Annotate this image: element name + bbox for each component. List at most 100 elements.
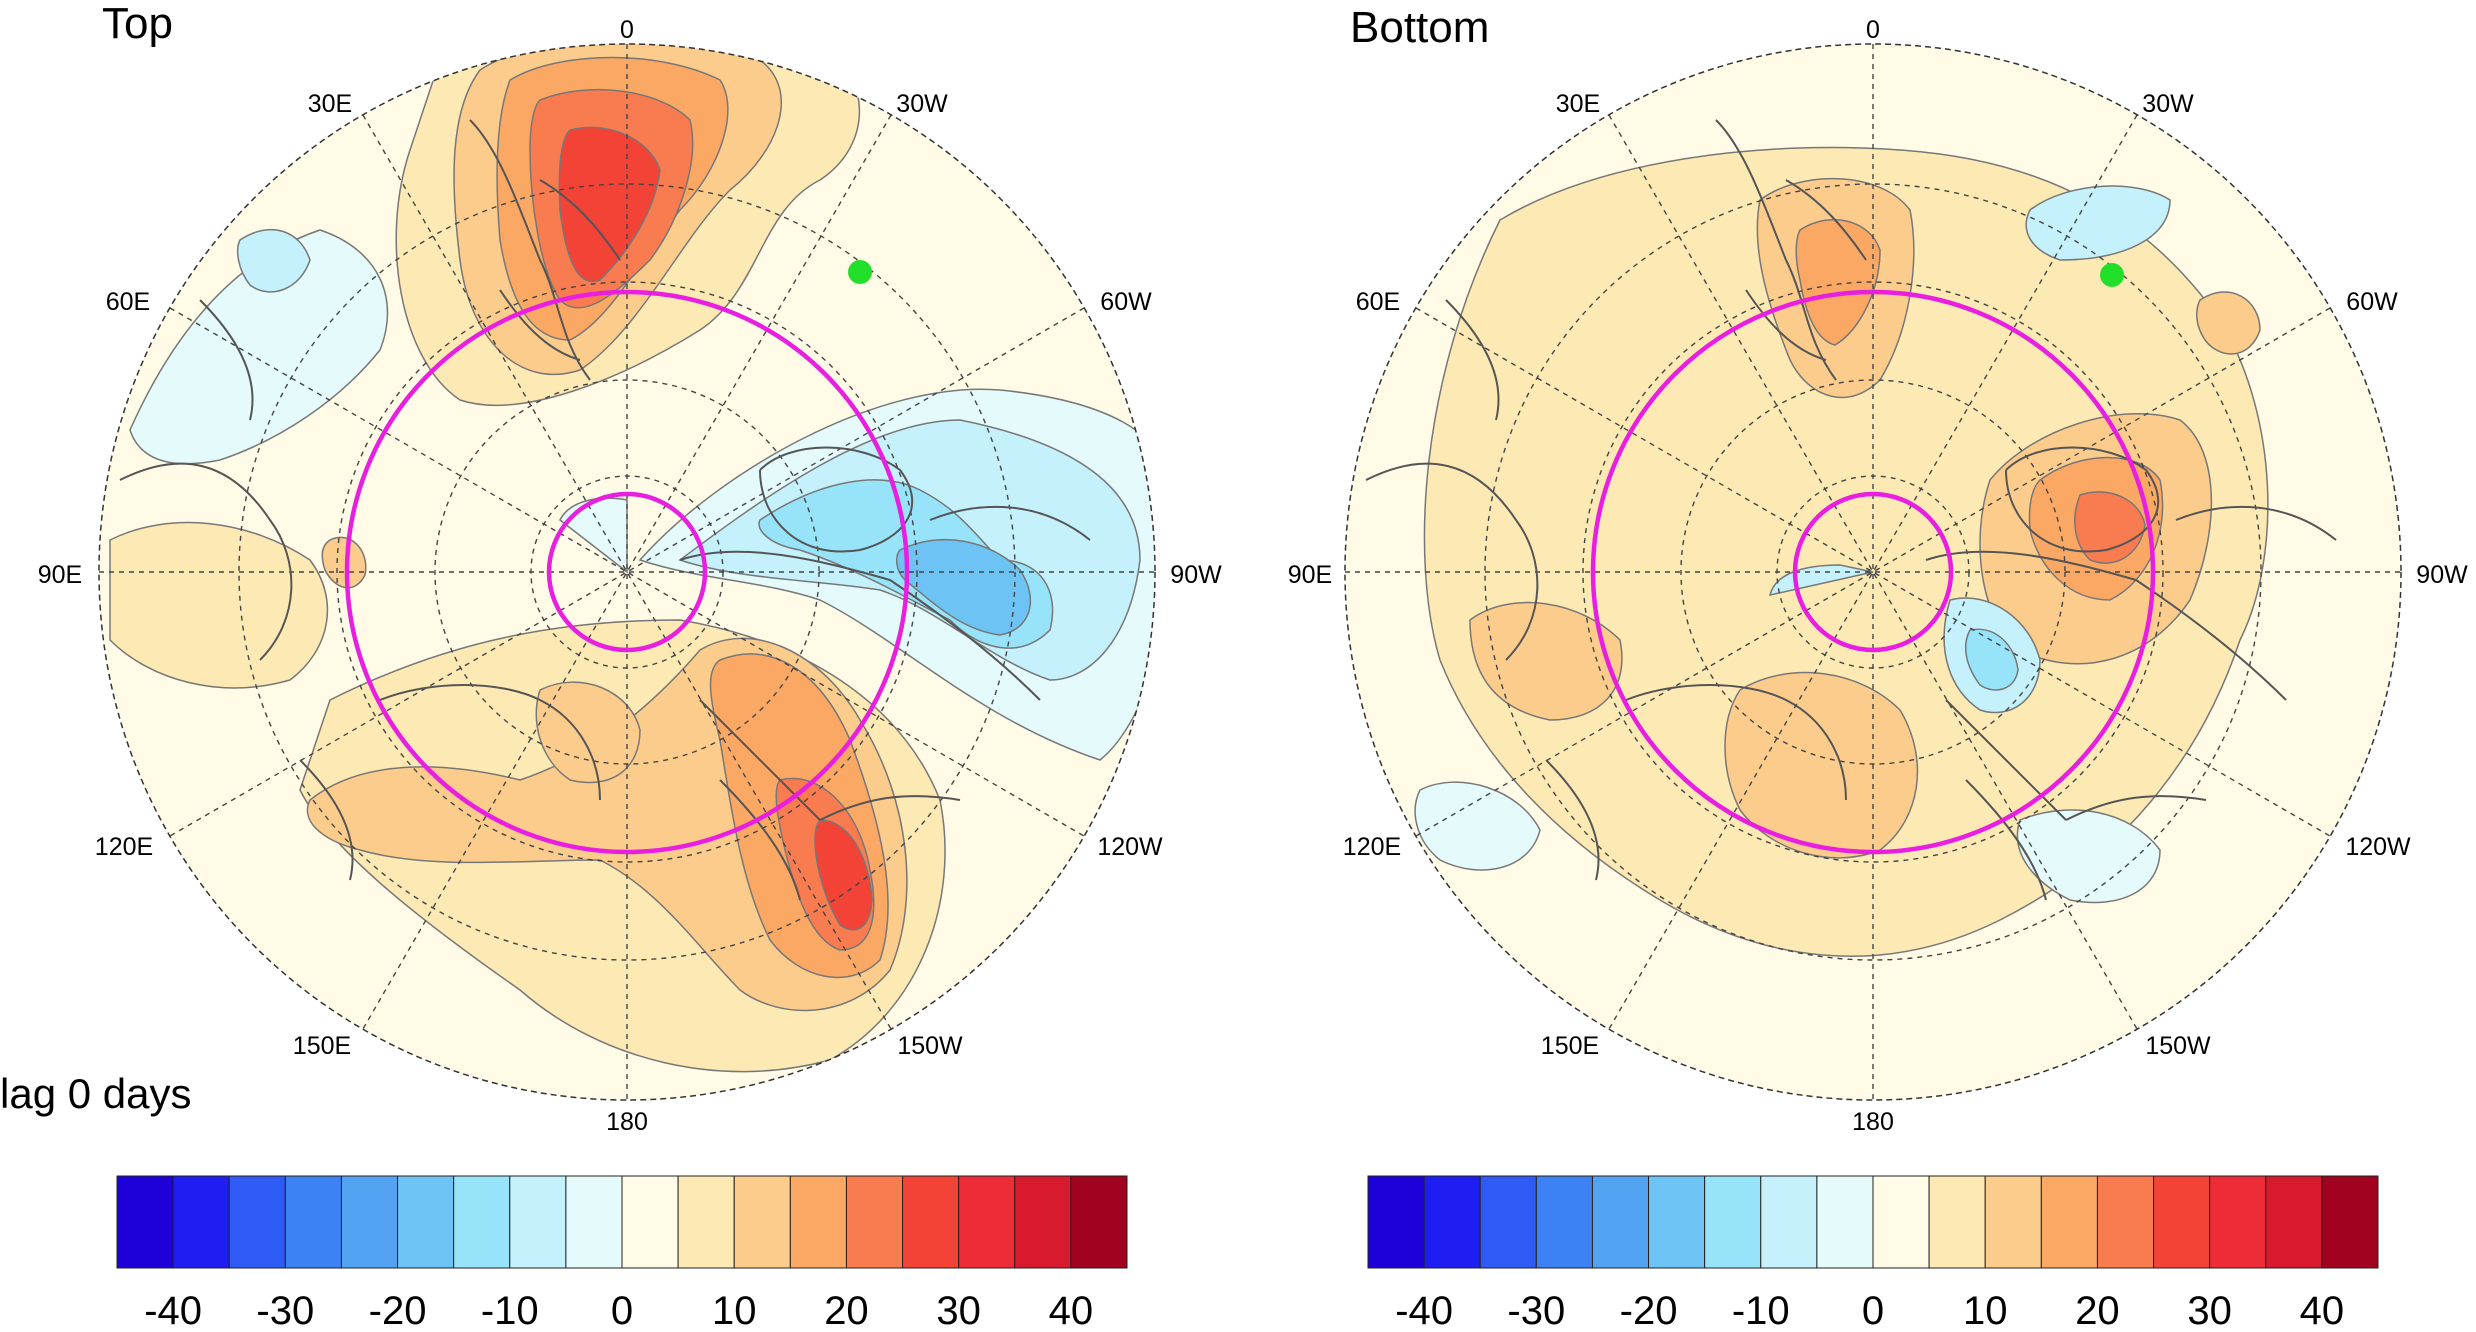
contour-pole-neg <box>559 497 628 574</box>
lon-label-30e: 30E <box>1556 90 1600 118</box>
colorbar-swatch <box>1704 1175 1762 1269</box>
contour-labrador-neg10 <box>1964 628 2019 691</box>
contour-asia-neg <box>1414 781 1541 871</box>
colorbar-swatch <box>1816 1175 1874 1269</box>
lon-label-90w: 90W <box>2416 561 2468 589</box>
lon-label-180: 180 <box>606 1108 648 1136</box>
colorbar-tick-label: 0 <box>611 1289 633 1332</box>
colorbar-tick-label: 20 <box>2075 1289 2120 1332</box>
colorbar-right: -40 -30 -20 -10 0 10 20 30 40 <box>1367 1175 2379 1332</box>
colorbar-tick-label: 0 <box>1862 1289 1884 1332</box>
contour-alaska-core <box>814 819 873 931</box>
colorbar-tick-label: -40 <box>144 1289 202 1332</box>
map-boundary <box>98 43 1156 1101</box>
lon-label-0: 0 <box>620 16 634 44</box>
lag-label: lag 0 days <box>0 1070 191 1117</box>
lon-label-150e: 150E <box>1541 1032 1599 1060</box>
colorbar-swatch <box>621 1175 679 1269</box>
colorbar-swatch <box>1070 1175 1128 1269</box>
map-area <box>1345 44 2401 1100</box>
contour-europe-core <box>558 126 661 283</box>
panel-bottom: Bottom <box>1288 3 2468 1136</box>
colorbar-swatch <box>1014 1175 1072 1269</box>
colorbar-swatch <box>1760 1175 1818 1269</box>
colorbar-tick-label: 30 <box>2187 1289 2232 1332</box>
graticule <box>1345 44 2401 1100</box>
colorbar-swatch <box>2040 1175 2098 1269</box>
colorbar-swatch <box>565 1175 623 1269</box>
coastline-greenland <box>2005 446 2160 553</box>
coastline-alaska <box>699 699 961 901</box>
lon-label-120e: 120E <box>95 833 153 861</box>
lon-label-120e: 120E <box>1343 833 1401 861</box>
colorbar-tick-label: -30 <box>1507 1289 1565 1332</box>
lon-label-30w: 30W <box>2142 90 2194 118</box>
colorbar-swatch <box>1423 1175 1481 1269</box>
coastline-greenland <box>759 446 914 553</box>
contour-canada-peak <box>2074 491 2146 564</box>
colorbar-swatch <box>2265 1175 2323 1269</box>
colorbar-tick-label: 20 <box>824 1289 869 1332</box>
coastlines <box>1365 119 2337 901</box>
lat-circle <box>336 281 918 863</box>
lon-label-180: 180 <box>1852 1108 1894 1136</box>
contour-pacific-10 <box>109 521 329 689</box>
magenta-outer-ring <box>344 289 910 855</box>
colorbar-swatch <box>284 1175 342 1269</box>
lat-circle <box>238 183 1016 961</box>
magenta-inner-ring <box>1792 491 1954 653</box>
lon-label-90e: 90E <box>1288 561 1332 589</box>
lon-label-30w: 30W <box>896 90 948 118</box>
coastline-siberia <box>1545 684 1847 881</box>
location-marker <box>2100 263 2124 287</box>
colorbar-tick-label: 40 <box>2300 1289 2345 1332</box>
colorbar-tick-label: -40 <box>1395 1289 1453 1332</box>
colorbar-swatch <box>2209 1175 2267 1269</box>
colorbar-swatch <box>1984 1175 2042 1269</box>
colorbar-swatch <box>2096 1175 2155 1269</box>
colorbar-swatch <box>677 1175 735 1269</box>
colorbar-swatch <box>733 1175 791 1269</box>
coastline-europe <box>1715 119 1867 381</box>
colorbar-swatch <box>453 1175 511 1269</box>
colorbar-swatch <box>1928 1175 1986 1269</box>
colorbar-left: -40 -30 -20 -10 0 10 20 30 40 <box>116 1175 1128 1332</box>
lon-label-150e: 150E <box>293 1032 351 1060</box>
colorbar-swatch <box>958 1175 1016 1269</box>
panel-title: Bottom <box>1350 3 1489 52</box>
location-marker <box>848 260 872 284</box>
colorbar-swatch <box>228 1175 286 1269</box>
longitude-labels: 0 30E 30W 60E 60W 90E 90W 120E 120W 150E… <box>1288 16 2468 1136</box>
lon-label-60w: 60W <box>2346 288 2398 316</box>
coastlines <box>119 119 1091 901</box>
colorbar-tick-label: -10 <box>1732 1289 1790 1332</box>
lat-circle <box>1582 281 2164 863</box>
lon-label-120w: 120W <box>1097 833 1163 861</box>
colorbar-tick-label: -30 <box>256 1289 314 1332</box>
lon-label-0: 0 <box>1866 16 1880 44</box>
colorbar-swatch <box>509 1175 567 1269</box>
colorbar-swatch <box>1591 1175 1650 1269</box>
colorbar-swatch <box>1367 1175 1425 1269</box>
colorbar-swatch <box>2321 1175 2379 1269</box>
lon-label-60e: 60E <box>1356 288 1400 316</box>
colorbar-tick-label: -10 <box>481 1289 539 1332</box>
contour-atlantic-15 <box>2195 291 2261 355</box>
colorbar-swatch <box>1479 1175 1537 1269</box>
panel-top: Top <box>38 0 1222 1136</box>
coastline-asia <box>1365 299 1539 661</box>
lon-label-60e: 60E <box>106 288 150 316</box>
lon-label-90w: 90W <box>1170 561 1222 589</box>
magenta-outer-ring <box>1590 289 2156 855</box>
contour-scand-neg <box>237 229 311 293</box>
contour-siberia-20 <box>1724 671 1919 859</box>
colorbar-swatch <box>845 1175 904 1269</box>
colorbar-swatch <box>172 1175 230 1269</box>
contour-broad-10 <box>1423 146 2269 957</box>
colorbar-tick-label: 40 <box>1049 1289 1094 1332</box>
colorbar-swatch <box>116 1175 174 1269</box>
contour-pacific-neg <box>2016 809 2161 904</box>
colorbar-swatch <box>902 1175 960 1269</box>
lon-label-120w: 120W <box>2345 833 2411 861</box>
